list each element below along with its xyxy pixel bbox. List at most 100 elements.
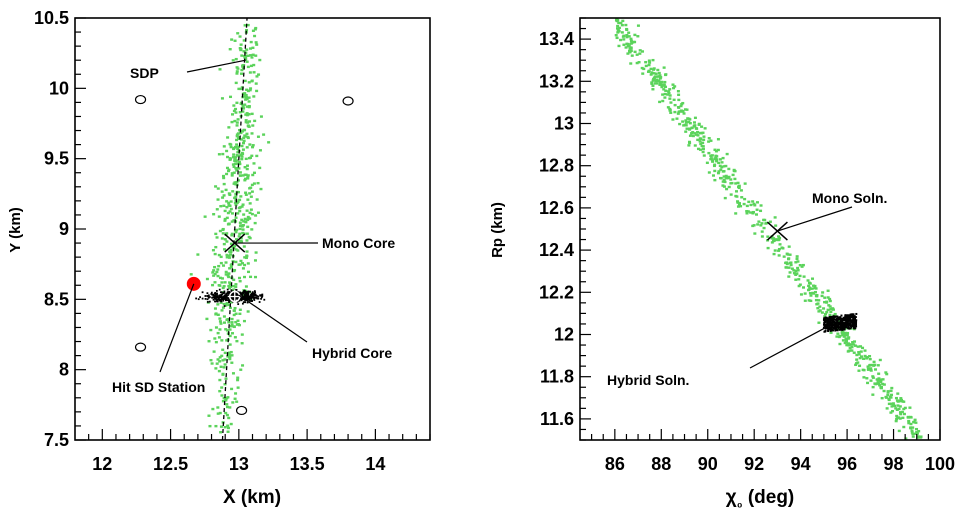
mono-point [788, 261, 792, 265]
mono-point [650, 82, 654, 85]
mono-point [868, 357, 872, 361]
mono-point [251, 145, 255, 149]
mono-point [691, 134, 695, 138]
hybrid-point [853, 319, 856, 322]
hybrid-point [250, 292, 253, 295]
hybrid-point [257, 295, 260, 298]
mono-point [218, 356, 222, 359]
mono-point [615, 19, 619, 23]
mono-point [238, 221, 242, 224]
mono-point [671, 83, 675, 86]
hybrid-point [838, 322, 841, 325]
mono-point [231, 163, 235, 166]
mono-point [247, 235, 251, 239]
mono-point [236, 118, 240, 121]
mono-point [234, 320, 238, 324]
mono-point [715, 158, 719, 161]
hybrid-point [840, 320, 843, 323]
annotation-leader [777, 206, 853, 232]
mono-point [625, 34, 629, 37]
mono-point [227, 204, 231, 207]
mono-point [251, 53, 255, 56]
mono-point [189, 273, 193, 276]
mono-point [809, 294, 813, 297]
mono-point [232, 165, 236, 168]
mono-point [629, 37, 633, 41]
annotation-label: SDP [130, 65, 159, 81]
mono-point [250, 132, 254, 135]
mono-point [844, 341, 848, 344]
mono-point [230, 212, 234, 215]
mono-point [241, 152, 245, 156]
mono-point [249, 87, 253, 90]
hybrid-point [842, 323, 845, 326]
mono-point [249, 195, 253, 198]
hybrid-point [852, 319, 855, 322]
mono-point [820, 311, 824, 314]
mono-point [244, 98, 248, 101]
mono-point [229, 248, 233, 252]
mono-point [225, 232, 229, 235]
mono-point [687, 120, 691, 124]
mono-point [246, 198, 250, 201]
mono-point [235, 138, 239, 142]
mono-point [229, 285, 233, 289]
mono-point [826, 308, 830, 312]
mono-point [227, 303, 231, 307]
mono-point [732, 169, 736, 173]
mono-point [226, 136, 230, 139]
mono-point [218, 328, 222, 331]
hybrid-point [215, 295, 217, 298]
hybrid-point [247, 292, 249, 295]
mono-point [760, 222, 764, 225]
mono-point [798, 263, 802, 267]
mono-point [871, 375, 875, 378]
mono-point [216, 303, 220, 306]
mono-point [231, 372, 235, 375]
hybrid-point [846, 314, 849, 317]
mono-point [691, 131, 695, 134]
mono-point [911, 432, 915, 436]
mono-point [880, 396, 884, 400]
mono-point [220, 386, 224, 389]
mono-point [815, 295, 819, 298]
mono-point [677, 98, 681, 102]
mono-point [235, 135, 239, 138]
panel-left-xy: SDP Mono Core Hybrid Core Hit SD Station 12… [7, 8, 431, 508]
mono-point [240, 218, 244, 222]
mono-point [234, 248, 238, 251]
x-tick-label: 13.5 [290, 454, 325, 474]
hybrid-point [195, 297, 198, 300]
mono-point [699, 137, 703, 141]
mono-point [890, 405, 894, 408]
mono-point [895, 408, 899, 411]
mono-point [236, 376, 240, 379]
hybrid-point [236, 298, 239, 301]
mono-point [245, 48, 249, 51]
hybrid-point [844, 324, 847, 327]
mono-point [633, 33, 637, 37]
mono-point [218, 389, 222, 393]
mono-point [213, 265, 217, 269]
hybrid-point [250, 298, 253, 300]
mono-point [245, 254, 249, 257]
hybrid-point [843, 317, 846, 320]
mono-point [225, 206, 229, 209]
mono-point [232, 219, 236, 222]
mono-point [249, 186, 253, 189]
hybrid-point [241, 293, 244, 296]
mono-point [658, 81, 662, 84]
mono-point [267, 141, 271, 144]
mono-point [847, 336, 851, 339]
mono-point [234, 392, 238, 395]
mono-point [895, 414, 899, 418]
x-axis-label-left: X (km) [223, 487, 281, 508]
mono-point [731, 173, 735, 177]
mono-point [640, 66, 644, 70]
mono-point [233, 39, 237, 42]
mono-point [662, 66, 666, 69]
mono-point [224, 304, 228, 307]
mono-point [238, 198, 242, 202]
mono-point [234, 111, 238, 114]
mono-point [876, 364, 880, 367]
